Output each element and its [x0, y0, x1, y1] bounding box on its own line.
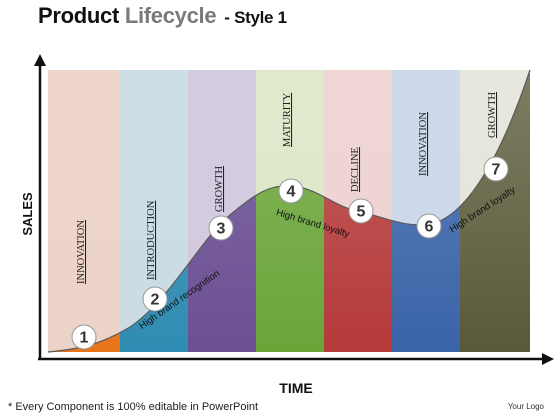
- y-axis-arrow: [34, 54, 46, 66]
- x-axis-arrow: [542, 353, 554, 365]
- stage-marker-number-5: 5: [357, 204, 366, 221]
- y-axis-label: SALES: [20, 192, 35, 236]
- stage-label-6: INNOVATION: [418, 112, 429, 176]
- stage-label-1: INNOVATION: [76, 220, 87, 284]
- title-light: Lifecycle: [124, 3, 217, 28]
- stage-marker-7: [483, 156, 509, 182]
- title-bold: Product: [38, 3, 120, 28]
- stage-marker-5: [348, 198, 374, 224]
- stage-marker-6: [416, 213, 442, 239]
- stage-marker-3: [208, 215, 234, 241]
- stage-marker-number-2: 2: [151, 292, 160, 309]
- stage-marker-4: [278, 178, 304, 204]
- stage-marker-1: [71, 324, 97, 350]
- stage-label-4: MATURITY: [282, 92, 293, 147]
- stage-marker-number-1: 1: [80, 330, 89, 347]
- stage-label-7: GROWTH: [487, 92, 498, 138]
- stage-label-5: DECLINE: [350, 147, 361, 192]
- stage-marker-number-7: 7: [492, 162, 501, 179]
- logo-text: Your Logo: [507, 402, 544, 411]
- title-style: - Style 1: [224, 8, 287, 27]
- stage-label-3: GROWTH: [214, 166, 225, 212]
- footer-note: * Every Component is 100% editable in Po…: [8, 401, 259, 413]
- stage-label-2: INTRODUCTION: [146, 200, 157, 280]
- stage-marker-number-3: 3: [217, 221, 226, 238]
- stage-marker-number-4: 4: [287, 184, 296, 201]
- stage-marker-2: [142, 286, 168, 312]
- page-title: Product Lifecycle - Style 1: [38, 3, 287, 29]
- x-axis-label: TIME: [279, 380, 312, 396]
- stage-column-1: [48, 70, 120, 352]
- stage-marker-number-6: 6: [425, 219, 434, 236]
